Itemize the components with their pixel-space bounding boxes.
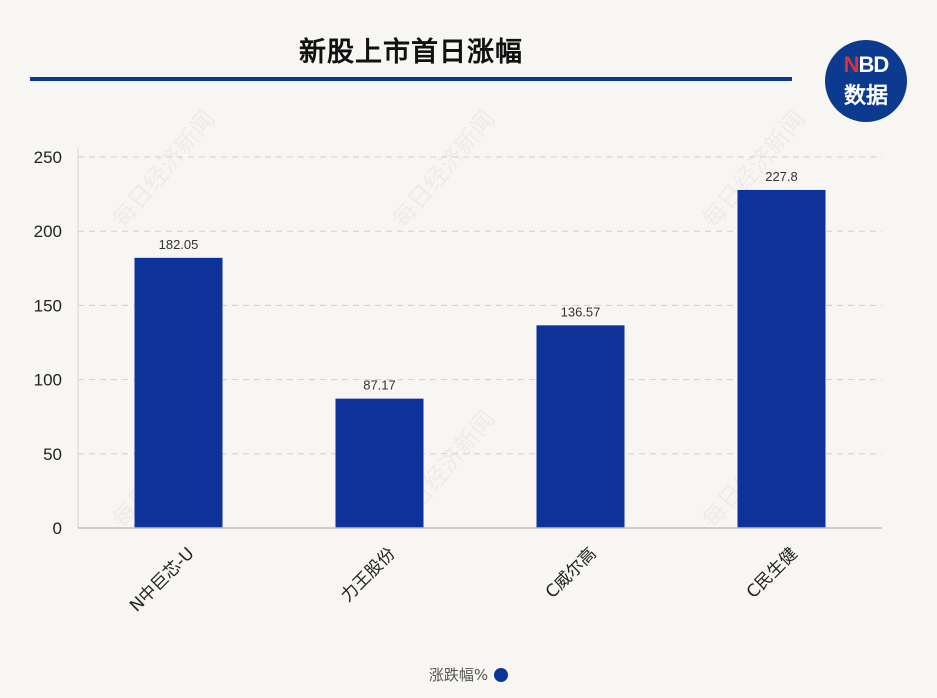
bars: [134, 189, 826, 528]
logo-highlight-letter: N: [843, 52, 860, 77]
y-tick-label: 200: [34, 222, 62, 241]
data-label: 182.05: [159, 237, 199, 252]
y-axis: 0 50 100 150 200 250: [34, 147, 79, 538]
data-label: 227.8: [765, 169, 798, 184]
legend-label: 涨跌幅%: [428, 666, 489, 684]
y-tick-label: 250: [34, 148, 62, 167]
data-labels: 182.05 87.17 136.57 227.8: [159, 169, 798, 393]
logo-wordmark: NBD: [825, 52, 907, 78]
x-axis: N中巨芯-U 力王股份 C威尔高 C民生健: [78, 527, 882, 616]
data-label: 87.17: [363, 378, 396, 393]
chart-title: 新股上市首日涨幅: [299, 37, 523, 68]
bar: [335, 398, 424, 528]
y-tick-label: 100: [34, 371, 62, 390]
y-tick-label: 150: [34, 296, 62, 315]
x-category-label: C威尔高: [542, 544, 601, 603]
bar: [536, 325, 625, 528]
legend-swatch: [494, 668, 509, 682]
x-category-label: N中巨芯-U: [126, 544, 198, 616]
y-tick-label: 0: [53, 519, 62, 538]
logo-letters: BD: [858, 52, 890, 77]
data-label: 136.57: [561, 304, 601, 319]
nbd-logo: NBD 数据: [825, 40, 907, 122]
legend: 涨跌幅%: [0, 664, 937, 685]
x-category-label: C民生健: [743, 544, 802, 603]
bar: [737, 189, 826, 528]
logo-subtitle: 数据: [843, 84, 888, 109]
y-tick-label: 50: [43, 445, 62, 464]
bar: [134, 257, 223, 528]
x-category-label: 力王股份: [337, 544, 399, 606]
title-underline: [30, 77, 792, 81]
